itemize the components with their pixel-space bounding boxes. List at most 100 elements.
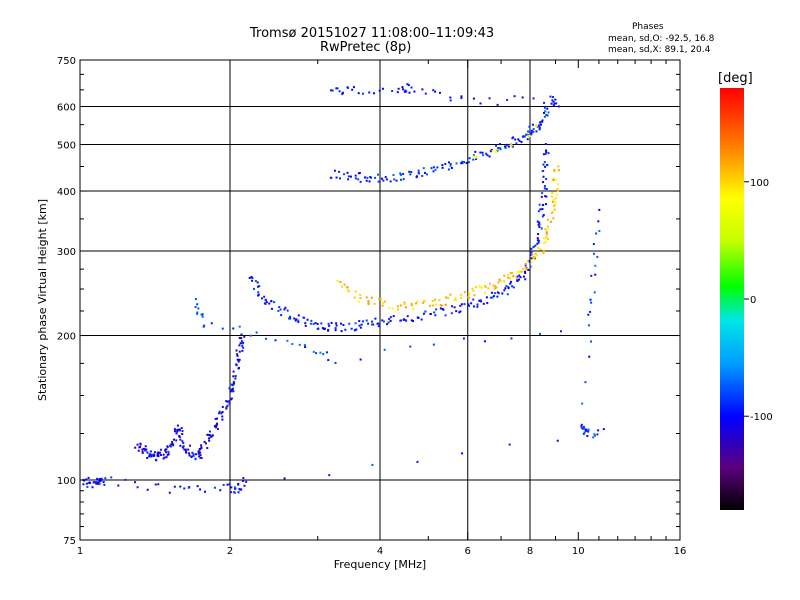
data-point [545, 240, 548, 243]
data-point [432, 343, 435, 346]
data-point [144, 449, 147, 452]
data-point [590, 340, 593, 343]
data-point [409, 173, 412, 176]
data-point [498, 143, 501, 146]
data-point [500, 279, 503, 282]
data-point [378, 89, 381, 92]
data-point [389, 180, 392, 183]
data-point [518, 271, 521, 274]
data-point [211, 434, 214, 437]
data-point [388, 307, 391, 310]
data-point [145, 448, 148, 451]
data-point [389, 319, 392, 322]
data-point [173, 428, 176, 431]
data-point [321, 327, 324, 330]
data-point [280, 314, 283, 317]
data-point [293, 317, 296, 320]
data-point [346, 286, 349, 289]
data-point [376, 173, 379, 176]
data-point [396, 91, 399, 94]
data-point [511, 271, 514, 274]
data-point [537, 239, 540, 242]
data-point [233, 491, 236, 494]
data-point [471, 287, 474, 290]
data-point [472, 154, 475, 157]
data-point [503, 145, 506, 148]
data-point [530, 133, 533, 136]
data-point [392, 315, 395, 318]
data-point [197, 307, 200, 310]
data-point [263, 295, 266, 298]
data-point [400, 178, 403, 181]
data-point [265, 301, 268, 304]
data-point [232, 327, 235, 330]
data-point [391, 89, 394, 92]
data-point [410, 303, 413, 306]
data-point [509, 280, 512, 283]
data-point [196, 311, 199, 314]
colorbar-ticks: 100 0 -100 [744, 178, 773, 423]
data-point [241, 345, 244, 348]
data-point [483, 340, 486, 343]
data-point [401, 86, 404, 89]
data-point [181, 446, 184, 449]
data-point [404, 90, 407, 93]
data-point [216, 427, 219, 430]
data-point [522, 268, 525, 271]
data-point [549, 95, 552, 98]
data-point [343, 173, 346, 176]
data-point [382, 179, 385, 182]
data-point [238, 325, 241, 328]
data-point [479, 299, 482, 302]
data-point [547, 111, 550, 114]
data-point [265, 337, 268, 340]
data-point [144, 445, 147, 448]
data-point [201, 313, 204, 316]
data-point [359, 326, 362, 329]
data-point [250, 275, 253, 278]
data-point [142, 447, 145, 450]
data-point [543, 237, 546, 240]
chart-title: Tromsø 20151027 11:08:00–11:09:43 [250, 26, 495, 41]
data-point [506, 293, 509, 296]
data-point [141, 450, 144, 453]
data-point [370, 296, 373, 299]
data-point [219, 489, 222, 492]
data-point [93, 481, 96, 484]
data-point [277, 309, 280, 312]
data-point [264, 299, 267, 302]
data-point [171, 442, 174, 445]
data-point [542, 249, 545, 252]
data-point [488, 155, 491, 158]
data-point [216, 417, 219, 420]
data-point [475, 158, 478, 161]
data-point [554, 98, 557, 101]
data-point [202, 325, 205, 328]
data-point [339, 177, 342, 180]
data-point [209, 436, 212, 439]
data-point [237, 358, 240, 361]
data-point [192, 453, 195, 456]
data-point [164, 449, 167, 452]
colorbar-tick-label: -100 [750, 412, 773, 423]
data-point [545, 114, 548, 117]
data-point [543, 115, 546, 118]
data-point [546, 114, 549, 117]
data-point [150, 453, 153, 456]
data-point [516, 270, 519, 273]
data-point [258, 285, 261, 288]
data-point [542, 251, 545, 254]
data-point [230, 486, 233, 489]
data-point [166, 445, 169, 448]
data-point [395, 179, 398, 182]
data-point [435, 308, 438, 311]
data-point [508, 443, 511, 446]
data-point [95, 482, 98, 485]
data-point [509, 143, 512, 146]
data-point [467, 296, 470, 299]
data-point [214, 417, 217, 420]
data-point [530, 129, 533, 132]
data-point [402, 88, 405, 91]
y-tick-label: 200 [57, 332, 76, 343]
